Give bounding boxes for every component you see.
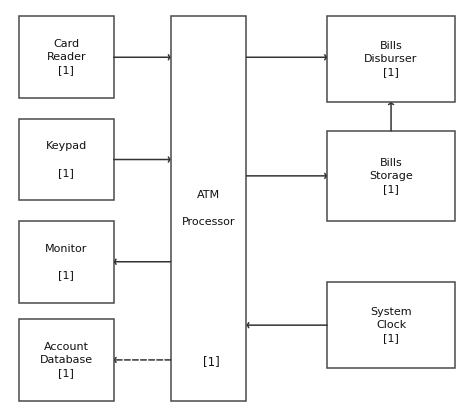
Text: Bills
Storage
[1]: Bills Storage [1] — [369, 158, 413, 194]
Bar — [327, 131, 455, 221]
Bar — [19, 221, 114, 303]
Text: [1]: [1] — [202, 355, 219, 369]
Bar — [171, 16, 246, 401]
Text: Card
Reader
[1]: Card Reader [1] — [46, 39, 86, 75]
Text: Keypad

[1]: Keypad [1] — [46, 142, 87, 178]
Bar — [327, 16, 455, 102]
Text: Bills
Disburser
[1]: Bills Disburser [1] — [365, 41, 418, 77]
Bar — [19, 319, 114, 401]
Text: Account
Database
[1]: Account Database [1] — [40, 342, 93, 378]
Text: Monitor

[1]: Monitor [1] — [45, 244, 88, 280]
Text: System
Clock
[1]: System Clock [1] — [370, 307, 412, 343]
Bar — [19, 16, 114, 98]
Bar — [327, 282, 455, 368]
Text: ATM

Processor: ATM Processor — [182, 191, 235, 227]
Bar — [19, 119, 114, 200]
